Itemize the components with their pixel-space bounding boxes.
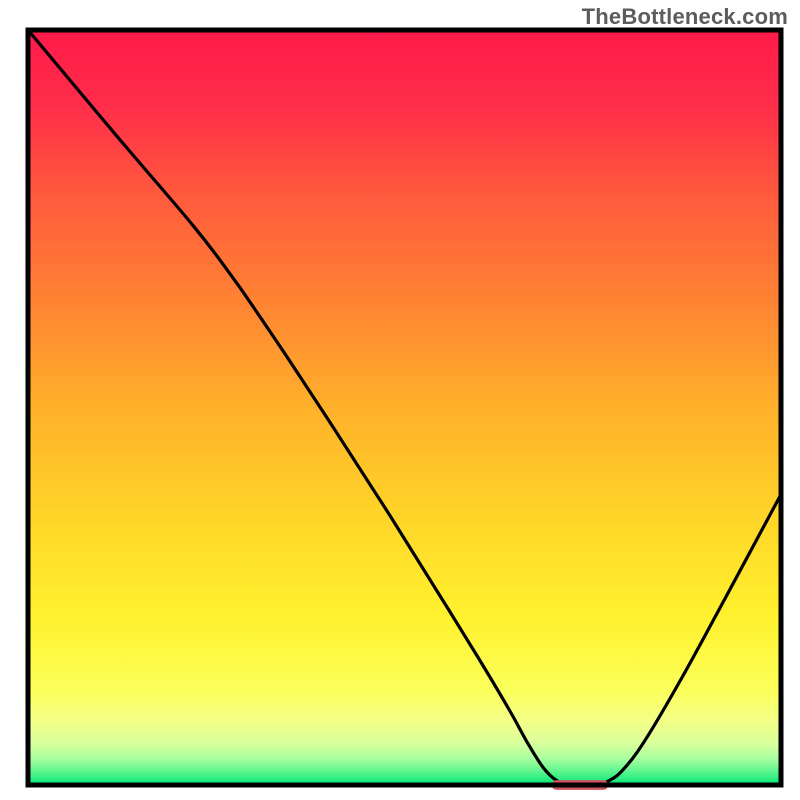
chart-container: TheBottleneck.com — [0, 0, 800, 800]
watermark-text: TheBottleneck.com — [582, 4, 788, 30]
bottleneck-chart — [0, 0, 800, 800]
gradient-background — [28, 30, 781, 785]
